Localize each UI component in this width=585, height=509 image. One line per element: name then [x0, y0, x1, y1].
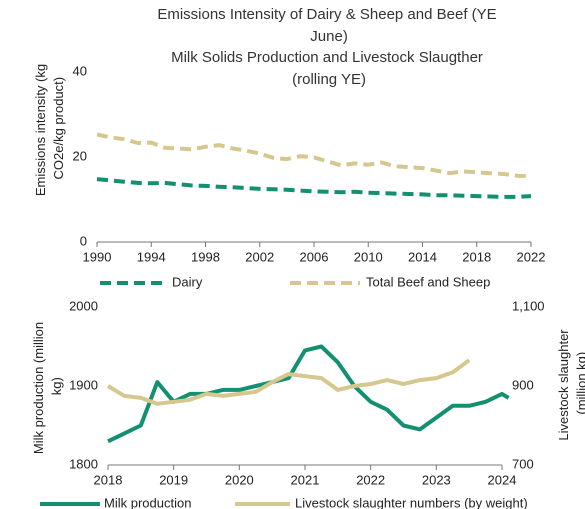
x-tick-label: 2010 [354, 249, 383, 264]
y-axis-label: Milk production (million kg) [31, 322, 64, 454]
x-tick-label: 2019 [159, 472, 188, 487]
series-line [106, 358, 471, 406]
y2-tick-label: 1,100 [512, 298, 545, 313]
y-tick-label: 40 [73, 63, 87, 78]
x-tick-label: 1998 [191, 249, 220, 264]
y2-tick-label: 700 [512, 456, 534, 471]
y2-tick-label: 900 [512, 377, 534, 392]
x-tick-label: 1994 [137, 249, 166, 264]
legend-label: Livestock slaughter numbers (by weight) [295, 495, 528, 509]
legend-label: Total Beef and Sheep [366, 274, 490, 289]
x-tick-label: 2021 [291, 472, 320, 487]
y-tick-label: 1800 [69, 456, 98, 471]
x-tick-label: 2020 [225, 472, 254, 487]
x-tick-label: 2002 [245, 249, 274, 264]
legend-label: Dairy [172, 274, 203, 289]
x-tick-label: 2018 [94, 472, 123, 487]
chart-title: Emissions Intensity of Dairy & Sheep and… [157, 6, 496, 45]
y-tick-label: 2000 [69, 298, 98, 313]
y-tick-label: 20 [73, 148, 87, 163]
x-tick-label: 2022 [517, 249, 546, 264]
x-tick-label: 2024 [488, 472, 517, 487]
chart-title: Milk Solids Production and Livestock Sla… [171, 49, 483, 88]
series-line [107, 344, 510, 444]
x-tick-label: 2018 [462, 249, 491, 264]
x-tick-label: 2014 [408, 249, 437, 264]
y-axis-label: Emissions intensity (kg CO2e/kg product) [33, 64, 66, 196]
x-tick-label: 2006 [300, 249, 329, 264]
series-line [96, 177, 532, 199]
y2-axis-label: Livestock slaughter (million kg) [556, 329, 585, 441]
x-tick-label: 2022 [356, 472, 385, 487]
x-tick-label: 2023 [422, 472, 451, 487]
x-tick-label: 1990 [83, 249, 112, 264]
legend-label: Milk production [104, 495, 191, 509]
series-line [96, 132, 532, 179]
y-tick-label: 0 [80, 233, 87, 248]
y-tick-label: 1900 [69, 377, 98, 392]
